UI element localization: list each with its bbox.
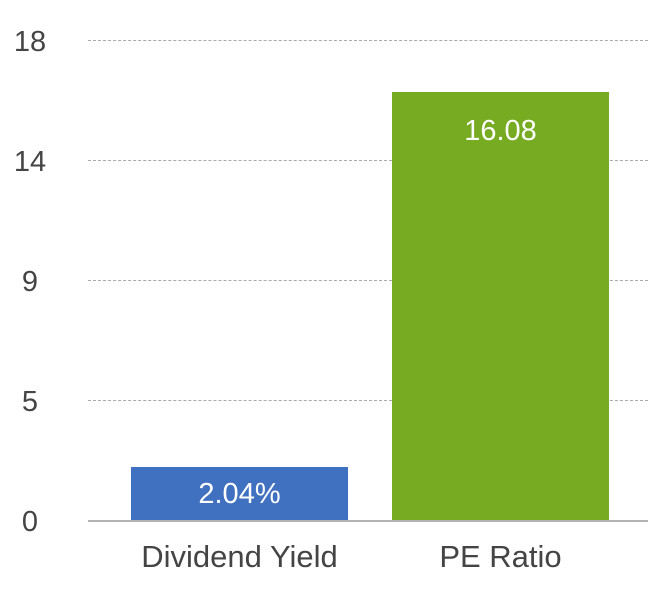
bar-value-label: 16.08 <box>464 115 537 147</box>
gridline-9 <box>88 280 648 281</box>
bar-value-label: 2.04% <box>198 477 281 510</box>
y-tick-9: 9 <box>21 266 39 298</box>
x-label-pe-ratio: PE Ratio <box>439 539 562 574</box>
y-tick-0: 0 <box>21 506 39 538</box>
x-axis-baseline <box>88 520 648 522</box>
y-tick-18: 18 <box>13 26 47 58</box>
gridline-5 <box>88 400 648 401</box>
y-tick-14: 14 <box>13 146 47 178</box>
bar-pe-ratio: 16.08 <box>392 92 609 520</box>
gridline-14 <box>88 160 648 161</box>
bar-dividend-yield: 2.04% <box>131 467 348 520</box>
y-tick-5: 5 <box>21 386 39 418</box>
x-label-dividend-yield: Dividend Yield <box>141 539 338 574</box>
gridline-18 <box>88 40 648 41</box>
